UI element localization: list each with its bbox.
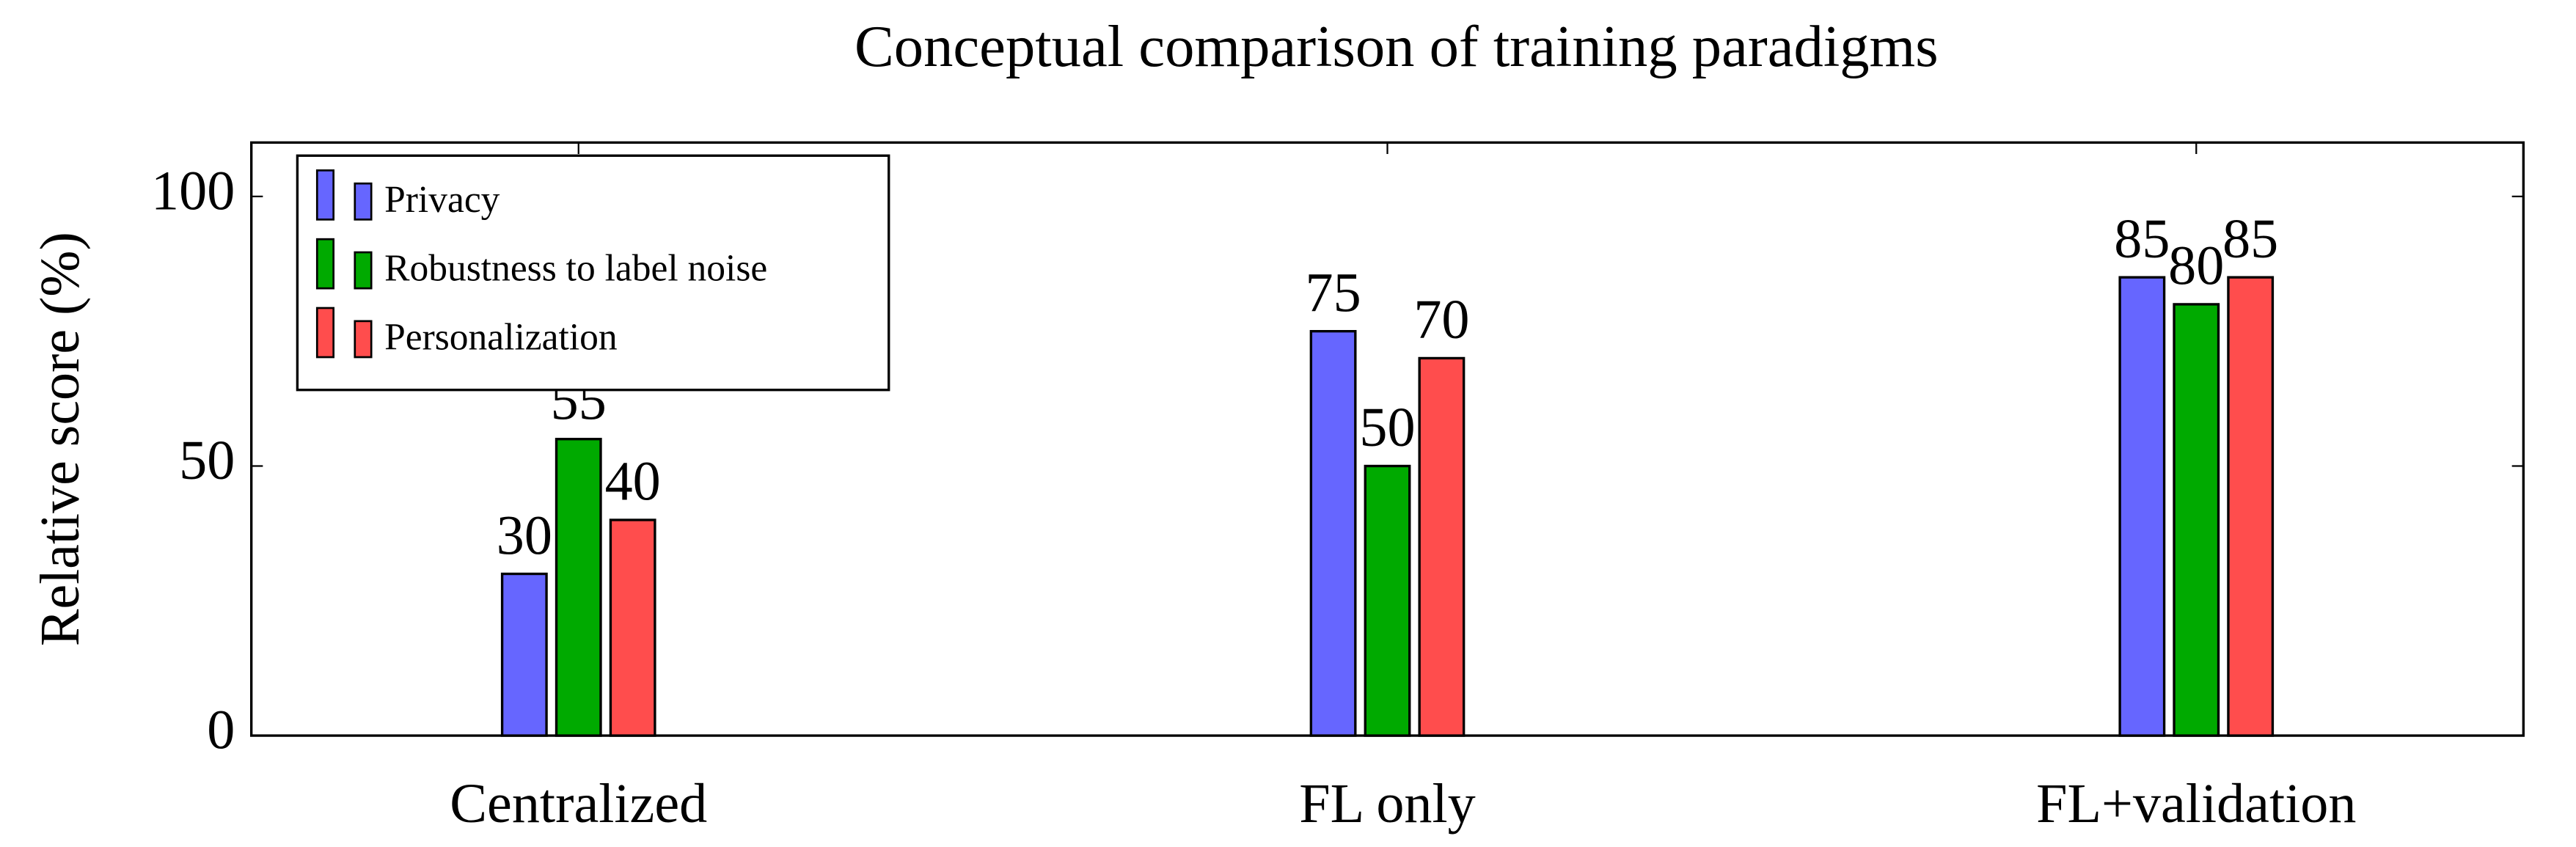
data-label: 80 bbox=[2168, 235, 2224, 297]
bar bbox=[1364, 464, 1411, 737]
x-tick-label: FL+validation bbox=[2036, 773, 2356, 835]
legend-swatch bbox=[354, 320, 373, 359]
y-axis-label: Relative score (%) bbox=[29, 232, 91, 646]
data-label: 70 bbox=[1413, 289, 1469, 351]
legend-label: Personalization bbox=[384, 317, 618, 359]
legend-swatch bbox=[315, 238, 335, 290]
bar bbox=[1309, 330, 1357, 737]
bar bbox=[2227, 276, 2275, 737]
legend-swatch bbox=[315, 169, 335, 221]
bar bbox=[2173, 303, 2220, 737]
legend-swatch bbox=[354, 251, 373, 290]
x-tick-label: FL only bbox=[1299, 773, 1475, 835]
y-tick-label: 100 bbox=[151, 160, 235, 221]
legend-label: Privacy bbox=[384, 179, 500, 221]
legend-box bbox=[296, 154, 890, 392]
bar bbox=[555, 438, 602, 737]
chart-title: Conceptual comparison of training paradi… bbox=[855, 14, 1939, 79]
legend-swatch bbox=[315, 307, 335, 359]
legend-swatch bbox=[354, 182, 373, 221]
bar bbox=[609, 518, 656, 737]
x-tick-label: Centralized bbox=[450, 773, 707, 835]
y-tick-label: 50 bbox=[179, 430, 235, 491]
data-label: 50 bbox=[1359, 397, 1415, 458]
data-label: 30 bbox=[497, 505, 552, 566]
data-label: 85 bbox=[2114, 208, 2170, 270]
data-label: 40 bbox=[605, 451, 661, 513]
bar bbox=[2118, 276, 2166, 737]
bar bbox=[1418, 356, 1466, 737]
y-tick-label: 0 bbox=[207, 700, 235, 761]
bar bbox=[500, 572, 548, 737]
data-label: 75 bbox=[1306, 263, 1361, 324]
data-label: 85 bbox=[2222, 208, 2278, 270]
legend-label: Robustness to label noise bbox=[384, 248, 767, 290]
